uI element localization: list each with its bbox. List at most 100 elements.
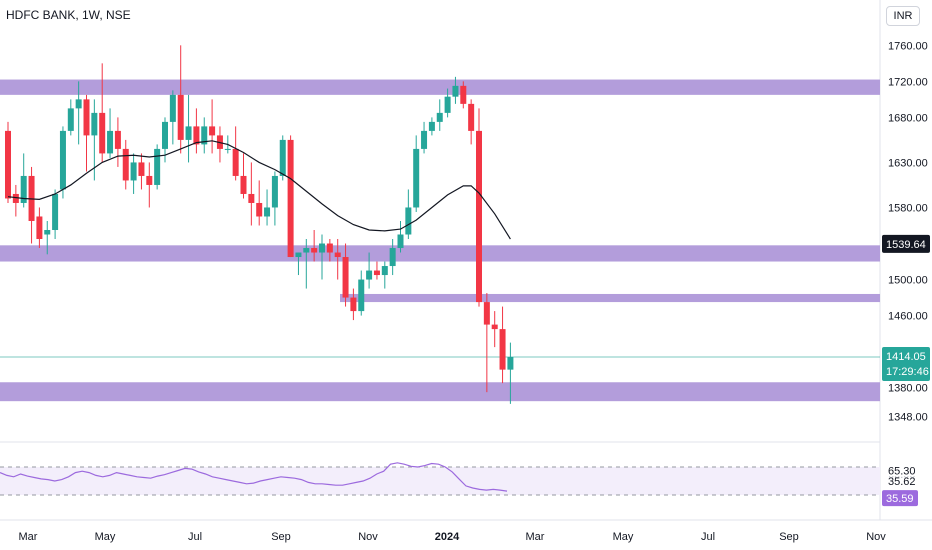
rsi-band	[0, 467, 880, 495]
candle-body	[507, 356, 514, 370]
moving-average-line	[7, 140, 511, 240]
candle-body	[271, 175, 278, 208]
candle-body	[421, 130, 428, 149]
rsi-upper-badge-bg	[882, 463, 930, 477]
candle-body	[91, 112, 98, 136]
candle-body	[389, 248, 396, 267]
current-price-label: 1414.05	[886, 351, 926, 363]
candle-body	[162, 121, 168, 149]
price-tick-label: 1460.00	[888, 311, 928, 323]
candle-body	[5, 130, 11, 199]
candle-body	[381, 266, 388, 276]
candle-body	[20, 175, 27, 203]
candle-body	[59, 130, 66, 190]
candle-body	[342, 257, 349, 298]
candle-body	[146, 175, 153, 185]
candle-body	[264, 207, 271, 217]
sr-zone	[0, 245, 880, 262]
currency-button[interactable]: INR	[886, 6, 920, 26]
price-tick-label: 1720.00	[888, 76, 928, 88]
time-tick-label: Mar	[526, 531, 545, 543]
candle-body	[256, 202, 263, 217]
time-tick-label: May	[613, 531, 634, 543]
candle-body	[224, 148, 231, 150]
candle-body	[499, 329, 506, 370]
candle-body	[350, 297, 357, 312]
candle-body	[279, 139, 286, 176]
candle-body	[75, 99, 82, 109]
candle-body	[52, 193, 59, 230]
candle-body	[491, 324, 498, 330]
candle-body	[248, 193, 255, 203]
candle-body	[413, 148, 420, 208]
candle-body	[130, 162, 137, 181]
candle-body	[201, 126, 208, 145]
candle-body	[476, 130, 482, 303]
sr-zone	[0, 382, 880, 402]
price-tick-label: 1580.00	[888, 202, 928, 214]
price-tick-label: 1348.00	[888, 411, 928, 423]
candle-body	[483, 302, 490, 325]
candle-body	[138, 162, 145, 176]
candle-body	[326, 243, 333, 253]
candle-body	[12, 193, 19, 203]
time-tick-label: Sep	[271, 531, 291, 543]
sr-zone	[340, 293, 880, 303]
rsi-lower-label: 35.62	[888, 476, 916, 488]
time-tick-label: Nov	[866, 531, 886, 543]
candle-body	[169, 94, 176, 122]
candle-body	[366, 270, 373, 280]
candle-body	[185, 126, 192, 140]
symbol-title: HDFC BANK, 1W, NSE	[6, 8, 131, 22]
sr-zone	[0, 79, 880, 95]
time-tick-label: 2024	[435, 531, 460, 543]
candle-body	[311, 248, 318, 253]
candle-body	[209, 126, 216, 136]
candle-body	[240, 175, 247, 194]
candle-body	[397, 234, 404, 249]
candle-body	[436, 112, 443, 122]
rsi-upper-label: 65.30	[888, 465, 916, 477]
candle-body	[287, 139, 294, 258]
last-price-label: 1539.64	[886, 239, 926, 251]
candle-body	[232, 148, 239, 176]
candle-body	[36, 216, 43, 240]
candle-body	[122, 148, 129, 181]
candle-body	[428, 121, 435, 131]
candle-body	[468, 103, 475, 131]
candle-body	[83, 99, 90, 136]
candle-body	[193, 126, 200, 145]
price-tick-label: 1500.00	[888, 275, 928, 287]
candle-body	[358, 279, 365, 312]
candle-body	[114, 130, 121, 149]
candle-body	[295, 252, 302, 258]
last-price-badge	[882, 234, 930, 253]
current-price-badge	[882, 346, 930, 381]
candle-body	[444, 96, 451, 113]
time-tick-label: May	[95, 531, 116, 543]
price-tick-label: 1630.00	[888, 157, 928, 169]
candle-body	[154, 148, 161, 185]
candle-body	[319, 243, 325, 253]
rsi-line	[0, 462, 508, 492]
candle-body	[452, 85, 459, 97]
rsi-current-label: 35.59	[886, 493, 914, 505]
candle-body	[44, 230, 51, 235]
time-tick-label: Mar	[19, 531, 38, 543]
candle-body	[334, 252, 341, 258]
time-tick-label: Jul	[701, 531, 715, 543]
price-tick-label: 1380.00	[888, 383, 928, 395]
price-tick-label: 1680.00	[888, 112, 928, 124]
candle-body	[460, 85, 467, 104]
candle-body	[107, 130, 114, 154]
candle-body	[303, 248, 310, 253]
time-tick-label: Jul	[188, 531, 202, 543]
time-tick-label: Nov	[358, 531, 378, 543]
candle-body	[373, 270, 380, 276]
price-tick-label: 1760.00	[888, 40, 928, 52]
candle-body	[177, 94, 184, 140]
rsi-current-badge	[882, 490, 918, 507]
bar-countdown-label: 17:29:46	[886, 366, 929, 378]
time-tick-label: Sep	[779, 531, 799, 543]
